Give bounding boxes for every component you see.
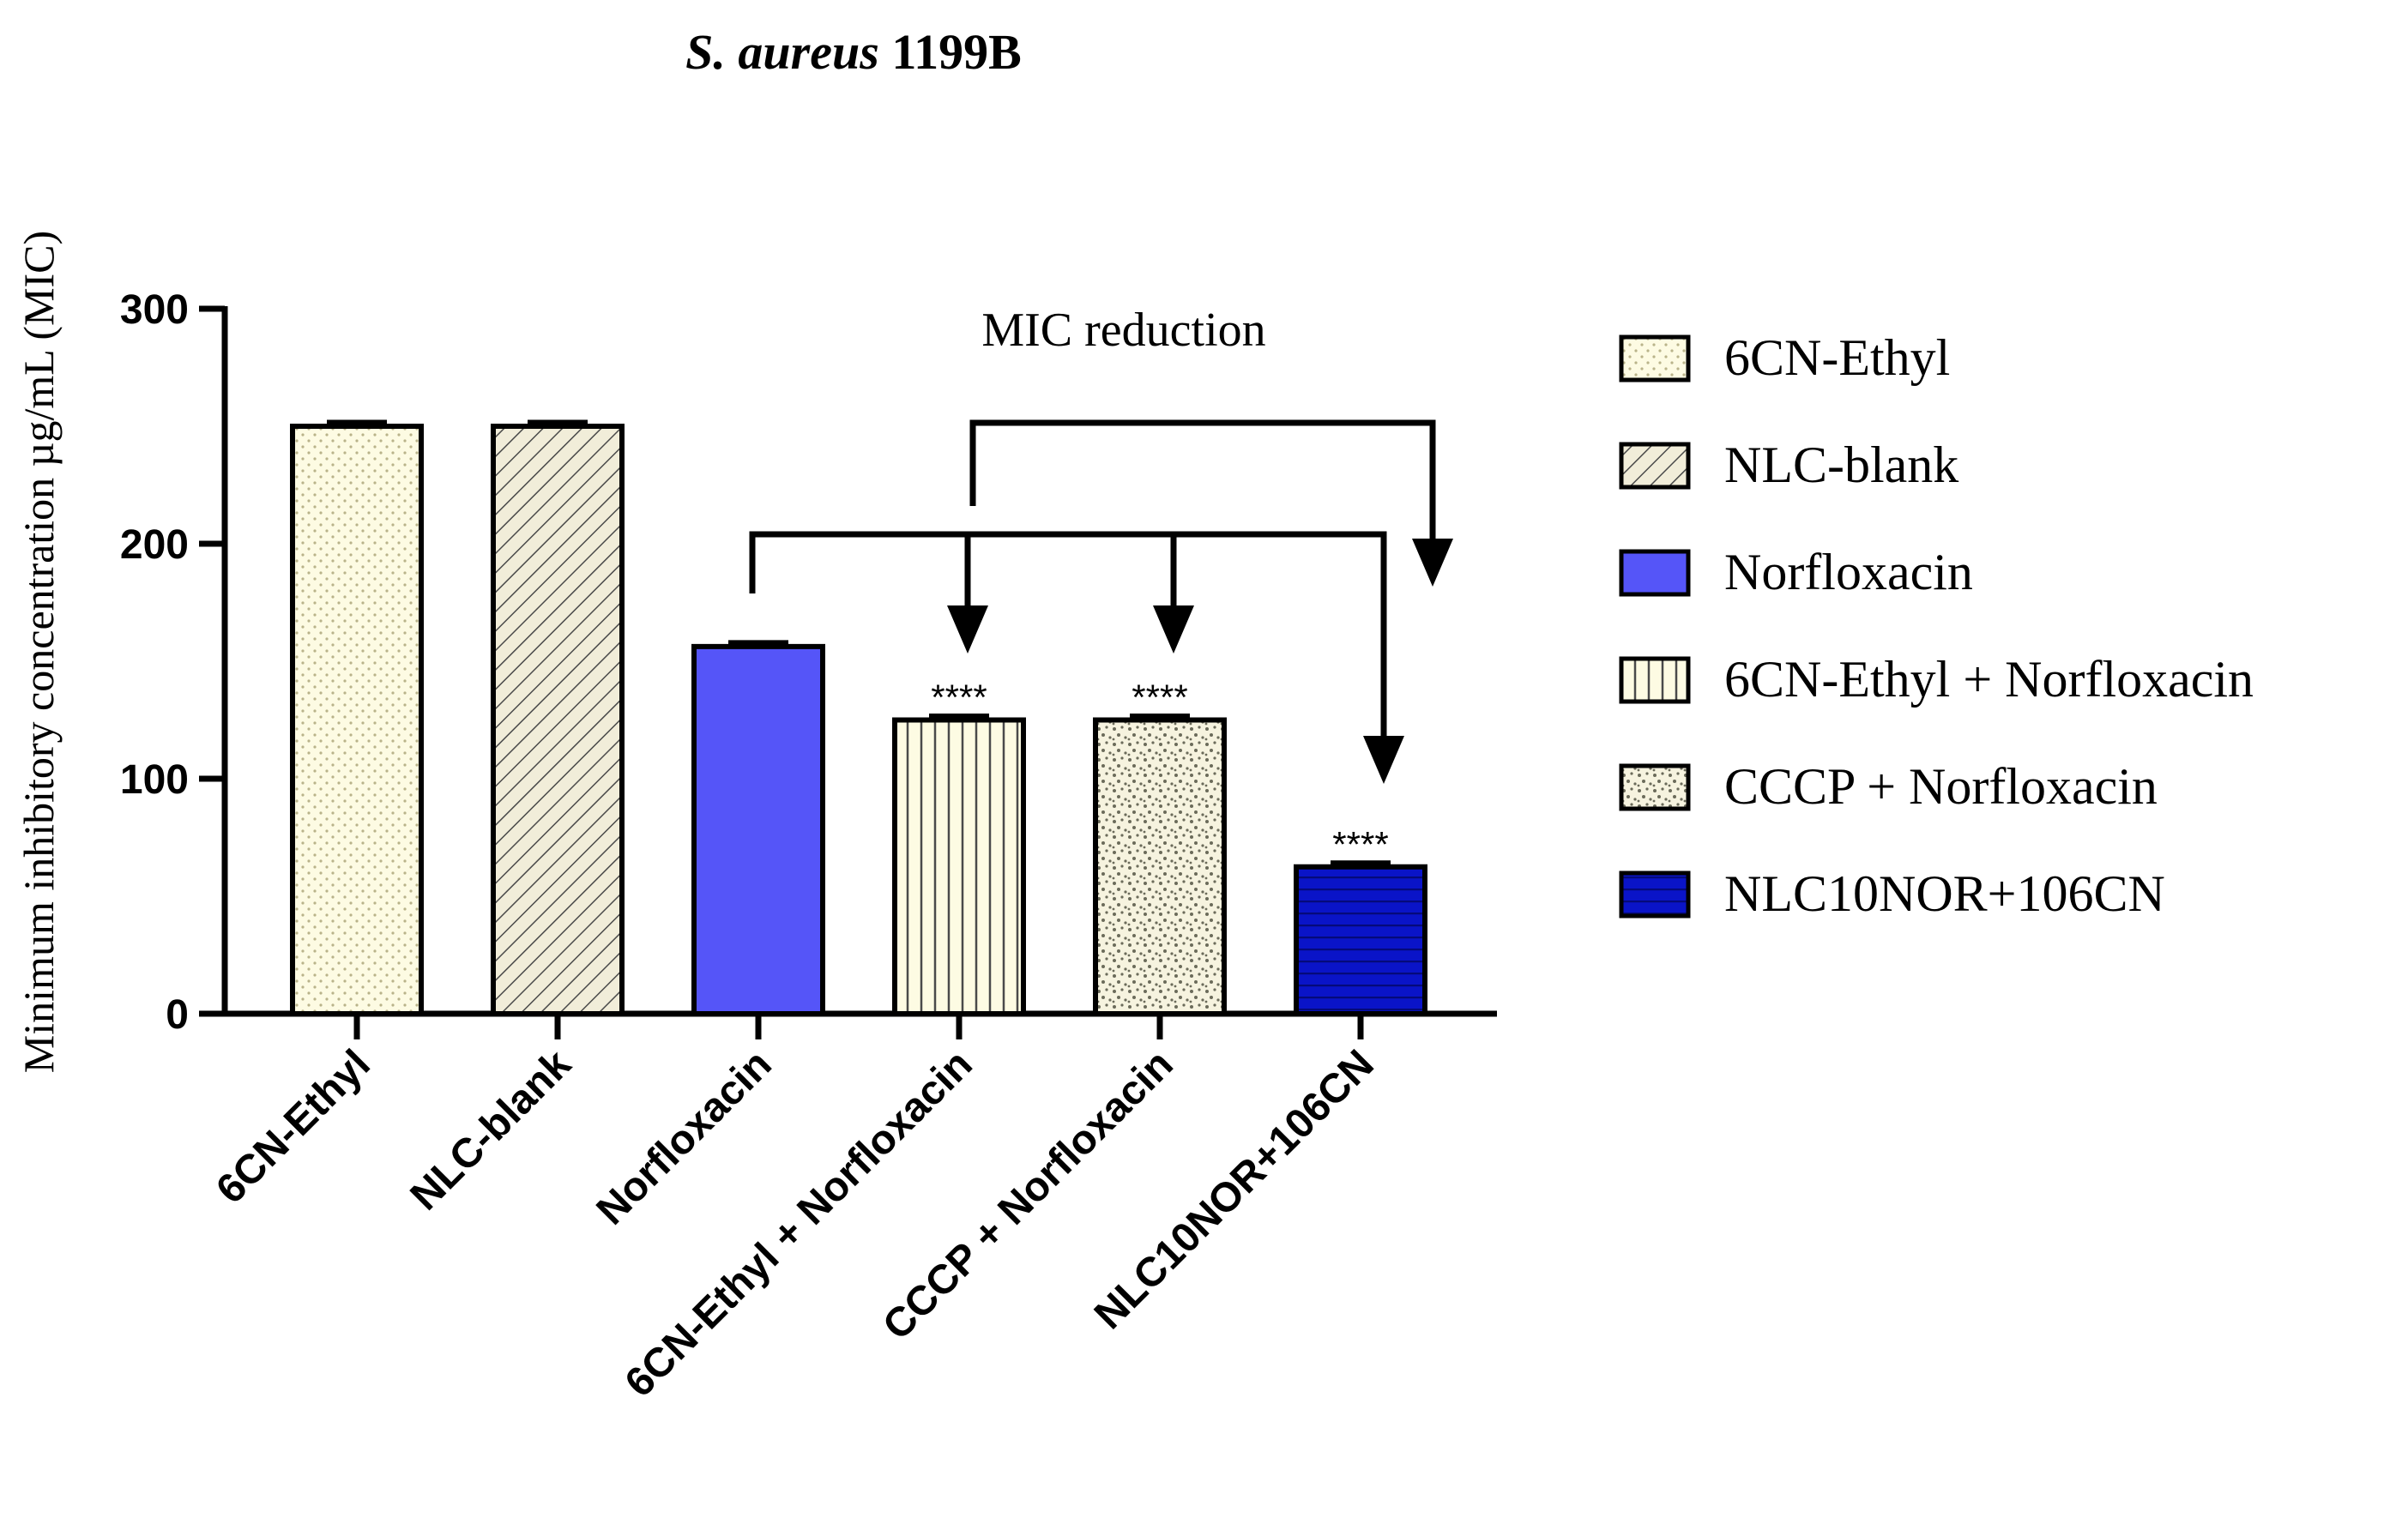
legend: 6CN-Ethyl NLC-blank Norfloxacin 6CN-Ethyl +… — [1619, 329, 2254, 922]
y-axis-label: Minimum inhibitory concentration µg/mL (… — [15, 231, 63, 1073]
arrow-head-2 — [1153, 605, 1194, 654]
legend-swatch — [1619, 334, 1691, 382]
legend-label: NLC-blank — [1724, 437, 1958, 493]
arrow-head-1 — [947, 605, 988, 654]
legend-swatch — [1619, 442, 1691, 490]
y-tick-label: 0 — [166, 992, 189, 1038]
chart-title-strain: 1199B — [879, 24, 1022, 80]
legend-label: 6CN-Ethyl — [1724, 329, 1950, 386]
chart-title-italic: S. aureus — [685, 24, 879, 80]
bar — [1093, 717, 1227, 1016]
legend-swatch — [1619, 549, 1691, 597]
arrow-head-3 — [1363, 736, 1404, 784]
significance-marker: **** — [931, 678, 987, 718]
bar — [491, 424, 625, 1016]
y-tick-label: 100 — [120, 757, 189, 803]
x-tick-label: NLC-blank — [402, 1041, 580, 1219]
upper-bracket-line — [969, 419, 1436, 540]
significance-marker: **** — [1132, 678, 1187, 718]
y-axis: 0 100 200 300 — [120, 287, 1497, 1038]
bar — [892, 717, 1026, 1016]
x-tick-label: Norfloxacin — [588, 1041, 781, 1233]
legend-label: CCCP + Norfloxacin — [1724, 758, 2158, 815]
legend-label: Norfloxacin — [1724, 544, 1973, 600]
y-tick-label: 300 — [120, 287, 189, 333]
chart-title: S. aureus 1199B — [685, 24, 1022, 80]
y-tick-label: 200 — [120, 522, 189, 568]
legend-label: 6CN-Ethyl + Norfloxacin — [1724, 651, 2254, 708]
bar — [290, 424, 424, 1016]
mic-reduction-label: MIC reduction — [981, 304, 1265, 357]
bars: **** **** **** — [290, 419, 1427, 1039]
significance-marker: **** — [1332, 824, 1388, 864]
bar — [1294, 864, 1427, 1016]
x-tick-label: 6CN-Ethyl + Norfloxacin — [617, 1041, 981, 1406]
legend-swatch — [1619, 870, 1691, 919]
legend-swatch — [1619, 763, 1691, 811]
bar — [691, 643, 825, 1016]
arrow-head-4 — [1412, 539, 1453, 587]
reduction-arrows — [749, 419, 1436, 738]
arrow-heads — [947, 539, 1453, 784]
legend-swatch — [1619, 656, 1691, 704]
x-tick-label: 6CN-Ethyl — [208, 1041, 379, 1213]
lower-bracket-line — [749, 531, 1387, 738]
legend-label: NLC10NOR+106CN — [1724, 865, 2165, 922]
